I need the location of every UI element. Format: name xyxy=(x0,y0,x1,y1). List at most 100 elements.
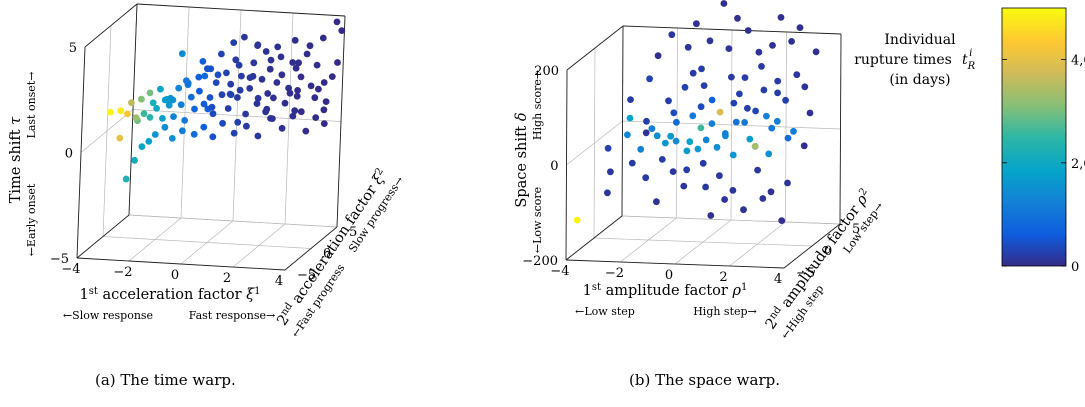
data-point xyxy=(793,71,801,79)
data-point xyxy=(159,115,166,122)
data-point xyxy=(286,89,294,97)
grid-line xyxy=(566,120,623,166)
data-point xyxy=(796,24,804,31)
data-point xyxy=(694,145,702,153)
data-point xyxy=(294,87,301,94)
data-point xyxy=(642,129,650,137)
axis-line xyxy=(76,257,286,271)
data-point xyxy=(179,127,186,135)
data-point xyxy=(628,159,636,167)
data-point xyxy=(746,135,754,143)
data-point xyxy=(230,129,238,137)
data-point xyxy=(267,56,275,64)
data-point xyxy=(145,138,153,145)
data-point xyxy=(740,206,747,214)
data-point xyxy=(170,113,177,120)
data-point xyxy=(230,39,238,46)
data-point xyxy=(138,95,145,103)
data-point xyxy=(254,94,262,102)
data-point xyxy=(784,179,791,187)
data-point xyxy=(653,198,660,206)
data-point xyxy=(236,86,244,94)
colorbar-title-line-2: rupture times xyxy=(854,52,952,68)
grid-line xyxy=(128,214,338,228)
data-point xyxy=(759,195,767,202)
data-point xyxy=(223,69,230,77)
colorbar-ticks: 0 2,000 4,000 xyxy=(1002,54,1085,275)
data-point xyxy=(654,52,662,60)
data-point xyxy=(693,20,700,28)
data-point xyxy=(673,118,680,126)
data-point xyxy=(273,79,281,86)
data-point xyxy=(291,36,299,44)
axis-line xyxy=(565,259,785,269)
data-point xyxy=(741,119,748,126)
data-point xyxy=(209,110,217,118)
data-point xyxy=(281,99,289,107)
data-point xyxy=(238,72,245,80)
data-point xyxy=(697,124,705,132)
grid-line xyxy=(593,237,813,247)
x-tick-label: −4 xyxy=(550,264,569,279)
data-point xyxy=(293,92,301,100)
data-point xyxy=(734,14,741,22)
data-point xyxy=(254,132,262,140)
data-point xyxy=(212,79,220,86)
data-point xyxy=(306,42,314,50)
data-point xyxy=(812,48,820,56)
z-tick-label: −200 xyxy=(522,254,558,269)
data-point xyxy=(741,74,749,81)
data-point xyxy=(146,114,154,121)
data-point xyxy=(289,112,297,120)
x-tick-label: 2 xyxy=(223,271,231,286)
z-high-hint: Last onset→ xyxy=(25,72,38,139)
data-point xyxy=(207,65,215,73)
x-tick-label: 4 xyxy=(275,274,283,289)
data-point xyxy=(307,82,315,90)
data-point xyxy=(760,86,768,94)
colorbar-symbol: tRi xyxy=(962,48,976,72)
data-point xyxy=(241,33,248,41)
data-point xyxy=(667,132,675,140)
x-low-hint: ←Low step xyxy=(575,305,635,318)
data-point xyxy=(267,115,274,122)
data-point xyxy=(297,73,305,81)
data-point xyxy=(196,87,203,95)
data-point xyxy=(320,120,328,127)
y-tick-label: 5 xyxy=(349,225,357,240)
data-point xyxy=(800,142,808,150)
data-point xyxy=(653,132,661,140)
data-point xyxy=(303,50,311,58)
data-point xyxy=(208,103,216,111)
data-point xyxy=(669,168,677,176)
data-point xyxy=(681,83,689,91)
data-point xyxy=(168,135,176,142)
data-point xyxy=(686,138,694,146)
z-tick-label: 5 xyxy=(69,41,77,56)
data-point xyxy=(767,188,775,196)
data-point xyxy=(254,42,261,49)
box-edge xyxy=(136,3,346,17)
data-point xyxy=(246,85,254,92)
colorbar: 0 2,000 4,000 Individual rupture times tRi… xyxy=(854,7,1085,275)
box-edge xyxy=(565,215,623,261)
data-point xyxy=(200,123,208,131)
data-point xyxy=(754,166,761,174)
data-point xyxy=(730,99,738,107)
data-point xyxy=(199,58,207,65)
z-axis-title: Space shift δ xyxy=(514,112,530,207)
colorbar-tick-label: 4,000 xyxy=(1071,54,1085,69)
x-low-hint: ←Slow response xyxy=(63,309,153,322)
data-point xyxy=(209,133,217,141)
data-point xyxy=(729,187,737,194)
data-point xyxy=(713,143,721,151)
grid-line xyxy=(621,215,841,225)
data-point xyxy=(117,107,125,115)
x-tick-label: −2 xyxy=(605,266,624,281)
data-point xyxy=(315,85,322,93)
data-point xyxy=(689,69,697,77)
data-point xyxy=(277,53,285,61)
data-point xyxy=(227,91,235,99)
data-point xyxy=(334,59,341,66)
